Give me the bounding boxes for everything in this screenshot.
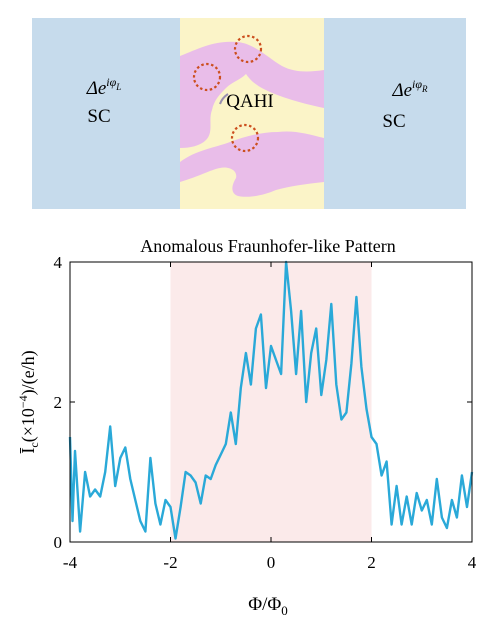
qahi-notch-icon [219, 93, 229, 105]
x-tick-label: 4 [468, 553, 477, 572]
schematic: ΔeiφL SC QAHI ΔeiφR SC [32, 18, 466, 209]
chart: Anomalous Fraunhofer-like Pattern -4 -2 0 2… [16, 236, 477, 618]
marker-circle-bottom [230, 123, 260, 153]
left-phase-label: ΔeiφL [86, 75, 122, 99]
x-tick-label: 0 [267, 553, 276, 572]
x-tick-label: 2 [367, 553, 376, 572]
marker-circle-left [192, 62, 222, 92]
qahi-label: QAHI [226, 91, 274, 112]
x-tick-label: -2 [163, 553, 177, 572]
lower-domain [180, 131, 324, 197]
left-sc-region [32, 18, 180, 209]
right-sc-label: SC [382, 111, 405, 132]
right-phase-label: ΔeiφR [391, 77, 428, 101]
x-axis-label: Φ/Φ0 [248, 594, 288, 618]
y-tick-label: 2 [54, 393, 63, 412]
y-tick-label: 0 [54, 533, 63, 552]
y-tick-label: 4 [54, 253, 63, 272]
x-tick-label: -4 [63, 553, 78, 572]
axis-ticks: -4 -2 0 2 4 0 2 4 [54, 253, 477, 572]
y-axis-label: Īc(×10−4)/(e/h) [16, 350, 41, 453]
marker-circle-top [233, 34, 263, 64]
series-line [68, 260, 474, 540]
chart-title: Anomalous Fraunhofer-like Pattern [140, 236, 396, 256]
right-sc-region [324, 18, 466, 209]
left-sc-label: SC [87, 106, 110, 127]
